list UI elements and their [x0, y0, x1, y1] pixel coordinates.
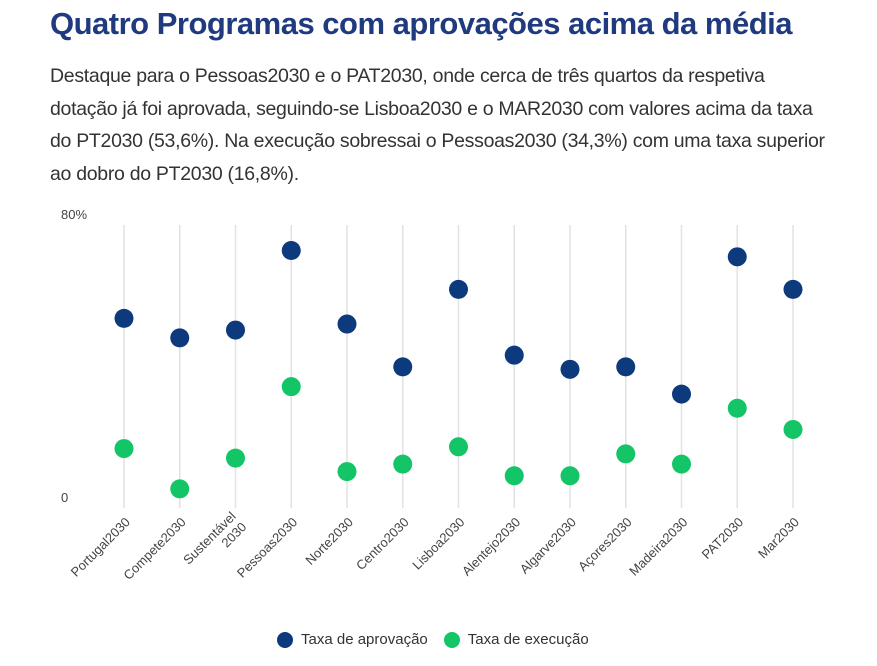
x-tick-label: Açores2030	[575, 514, 635, 574]
x-tick-label: Madeira2030	[626, 514, 690, 578]
approval-dot[interactable]	[672, 384, 691, 404]
legend: Taxa de aprovação Taxa de execução	[277, 631, 605, 648]
execution-dot[interactable]	[616, 444, 636, 464]
execution-dot[interactable]	[170, 479, 190, 499]
execution-dot[interactable]	[393, 454, 413, 474]
approval-dot[interactable]	[616, 357, 636, 377]
approval-dot[interactable]	[727, 247, 747, 267]
legend-item-approval[interactable]: Taxa de aprovação	[277, 631, 428, 648]
legend-execution-dot-icon	[443, 631, 460, 648]
legend-execution-label: Taxa de execução	[467, 631, 589, 648]
chart-subtitle: Destaque para o Pessoas2030 e o PAT2030,…	[50, 65, 825, 185]
execution-dot[interactable]	[672, 454, 691, 474]
execution-dot[interactable]	[114, 439, 134, 459]
approval-dot[interactable]	[337, 314, 357, 334]
x-tick-label: Algarve2030	[517, 514, 579, 576]
legend-item-execution[interactable]: Taxa de execução	[443, 631, 589, 648]
approval-dot[interactable]	[783, 279, 803, 299]
approval-dot[interactable]	[281, 240, 301, 260]
y-tick-label: 0	[61, 490, 68, 505]
execution-dot[interactable]	[504, 466, 524, 486]
legend-approval-label: Taxa de aprovação	[301, 631, 428, 648]
chart-title: Quatro Programas com aprovações acima da…	[50, 6, 792, 41]
legend-approval-dot-icon	[277, 631, 293, 648]
execution-dot[interactable]	[783, 419, 803, 439]
execution-dot[interactable]	[281, 377, 301, 397]
approval-dot[interactable]	[170, 328, 190, 348]
x-tick-label: Pessoas2030	[234, 514, 300, 580]
x-tick-label: Lisboa2030	[409, 514, 467, 572]
approval-dot[interactable]	[449, 279, 468, 299]
execution-dot[interactable]	[337, 462, 357, 482]
x-tick-label: Norte2030	[302, 514, 356, 568]
approval-dot[interactable]	[504, 345, 524, 365]
approval-dot[interactable]	[560, 359, 580, 379]
approval-dot[interactable]	[226, 320, 245, 340]
scatter-chart: 080% Portugal2030Compete2030Sustentável2…	[61, 207, 803, 583]
x-tick-label: Alentejo2030	[459, 514, 523, 578]
x-tick-label: Mar2030	[755, 514, 802, 561]
execution-dot[interactable]	[226, 448, 245, 468]
execution-dot[interactable]	[449, 437, 468, 457]
x-tick-label: Centro2030	[353, 514, 412, 573]
y-tick-label: 80%	[61, 207, 87, 222]
execution-dot[interactable]	[560, 466, 580, 486]
approval-dot[interactable]	[114, 308, 134, 328]
execution-dot[interactable]	[727, 398, 747, 418]
x-tick-label: PAT2030	[699, 514, 747, 562]
approval-dot[interactable]	[393, 357, 413, 377]
